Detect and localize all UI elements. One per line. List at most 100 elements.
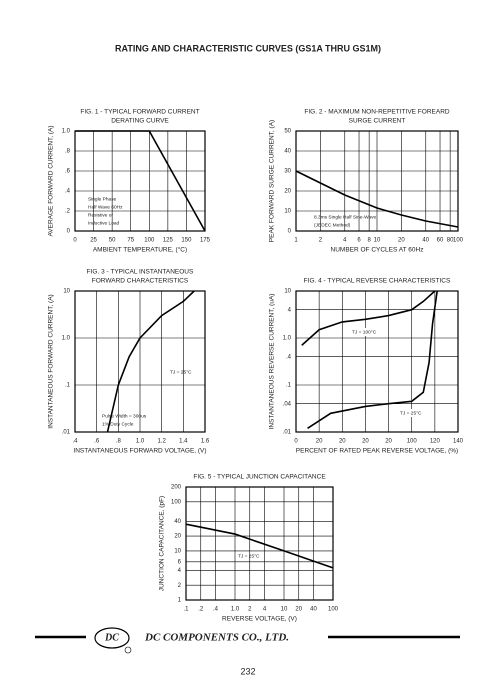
y-tick-label: .8	[65, 149, 71, 155]
y-tick-label: 200	[171, 485, 182, 491]
x-tick-label: 175	[200, 238, 211, 244]
y-tick-label: 40	[284, 149, 291, 155]
figure-title: FIG. 1 - TYPICAL FORWARD CURRENT	[80, 109, 199, 116]
x-tick-label: 4	[343, 238, 347, 244]
x-tick-label: 2	[319, 238, 323, 244]
figure-title: DERATING CURVE	[111, 118, 169, 125]
x-tick-label: 0	[73, 238, 77, 244]
y-tick-label: .6	[65, 169, 71, 175]
annotation: Half Wave 60Hz	[88, 204, 123, 210]
x-axis-label: AMBIENT TEMPERATURE, (°C)	[93, 246, 187, 254]
x-tick-label: 8	[367, 238, 371, 244]
x-tick-label: 1	[294, 238, 298, 244]
x-tick-label: 10	[281, 607, 288, 613]
y-tick-label: 20	[284, 189, 291, 195]
x-axis-label: REVERSE VOLTAGE, (V)	[222, 616, 297, 623]
figure-title: FIG. 2 - MAXIMUM NON-REPETITIVE FOREARD	[304, 109, 449, 116]
annotation: Resistive or	[88, 212, 113, 218]
x-tick-label: 80	[447, 238, 454, 244]
y-tick-label: 100	[171, 499, 182, 505]
y-axis-label: JUNCTION CAPACITANCE, (pF)	[159, 496, 166, 591]
x-tick-label: 20	[398, 238, 405, 244]
y-tick-label: .04	[283, 401, 292, 407]
annotation: Single Phase	[88, 196, 117, 202]
y-tick-label: .4	[65, 189, 71, 195]
x-tick-label: 4	[263, 607, 267, 613]
label-box	[397, 409, 429, 417]
y-tick-label: .4	[286, 354, 292, 360]
x-tick-label: 20	[385, 439, 392, 445]
y-tick-label: 0	[67, 229, 71, 235]
y-axis-label: AVERAGE FORWARD CURRENT, (A)	[48, 125, 55, 236]
label-box	[349, 328, 381, 336]
y-tick-label: 4	[288, 307, 292, 313]
y-tick-label: 2	[178, 583, 182, 589]
y-tick-label: 6	[178, 559, 182, 565]
figure-title: FORWARD CHARACTERISTICS	[92, 278, 189, 285]
annotation: (JEDEC Method)	[314, 222, 351, 228]
x-axis-label: PERCENT OF RATED PEAK REVERSE VOLTAGE, (…	[296, 448, 458, 455]
y-tick-label: 0	[288, 229, 292, 235]
x-tick-label: 1.6	[201, 439, 210, 445]
x-tick-label: 20	[362, 439, 369, 445]
annotation: TJ = 25°C	[238, 553, 260, 559]
x-tick-label: 150	[181, 238, 192, 244]
y-tick-label: .01	[62, 430, 71, 436]
series-line	[295, 170, 459, 228]
x-tick-label: 75	[127, 238, 134, 244]
x-tick-label: 100	[328, 607, 339, 613]
x-tick-label: 40	[422, 238, 429, 244]
series-line	[106, 290, 195, 433]
x-tick-label: 40	[310, 607, 317, 613]
x-tick-label: 1.4	[179, 439, 188, 445]
y-axis-label: PEAK FORWARD SURGE CURRENT, (A)	[269, 120, 276, 242]
page-number: 232	[240, 666, 255, 676]
plot-area	[185, 486, 334, 601]
y-tick-label: 50	[284, 129, 291, 135]
x-tick-label: .4	[72, 439, 78, 445]
x-tick-label: 100	[407, 439, 418, 445]
x-tick-label: .1	[183, 607, 189, 613]
x-tick-label: 125	[163, 238, 174, 244]
x-axis-label: INSTANTANEOUS FORWARD VOLTAGE, (V)	[73, 448, 206, 455]
x-tick-label: .6	[94, 439, 100, 445]
y-tick-label: 1	[178, 598, 182, 604]
annotation: 1% Duty Cycle	[102, 421, 134, 427]
y-tick-label: 4	[178, 568, 182, 574]
x-tick-label: 1.0	[136, 439, 145, 445]
figure-title: FIG. 4 - TYPICAL REVERSE CHARACTERISTICS	[304, 278, 451, 285]
y-axis-label: INSTANTANEOUS FORWARD CURRENT, (A)	[48, 294, 55, 428]
figure-title: FIG. 3 - TYPICAL INSTANTANEOUS	[87, 269, 194, 276]
x-tick-label: 60	[437, 238, 444, 244]
series-label: TJ = 100°C	[352, 329, 377, 335]
y-tick-label: 20	[174, 534, 181, 540]
y-tick-label: 1.0	[62, 336, 71, 342]
series-line	[75, 130, 206, 232]
x-tick-label: 100	[144, 238, 155, 244]
y-tick-label: 30	[284, 169, 291, 175]
x-tick-label: .8	[116, 439, 122, 445]
y-tick-label: .1	[65, 383, 71, 389]
y-tick-label: 1.0	[62, 129, 71, 135]
series-line	[307, 290, 438, 429]
annotation: Pulse Width = 300us	[102, 413, 147, 419]
company: DC COMPONENTS CO., LTD.	[144, 632, 289, 644]
figure-title: SURGE CURRENT	[349, 118, 406, 125]
x-tick-label: .4	[213, 607, 219, 613]
y-axis-label: INSTANTANEOUS REVERSE CURRENT, (uA)	[269, 294, 276, 430]
logo	[94, 627, 130, 649]
y-tick-label: .2	[65, 209, 71, 215]
y-tick-label: 10	[284, 289, 291, 295]
y-tick-label: 10	[174, 548, 181, 554]
x-tick-label: 0	[294, 439, 298, 445]
annotation: 8.3ms Single Half Sine-Wave	[314, 214, 377, 220]
x-tick-label: 120	[430, 439, 441, 445]
x-tick-label: 6	[357, 238, 361, 244]
series-line	[185, 523, 334, 569]
x-tick-label: 20	[339, 439, 346, 445]
x-tick-label: 2	[248, 607, 252, 613]
y-tick-label: 10	[284, 209, 291, 215]
y-tick-label: .1	[286, 383, 292, 389]
x-tick-label: 100	[453, 238, 464, 244]
